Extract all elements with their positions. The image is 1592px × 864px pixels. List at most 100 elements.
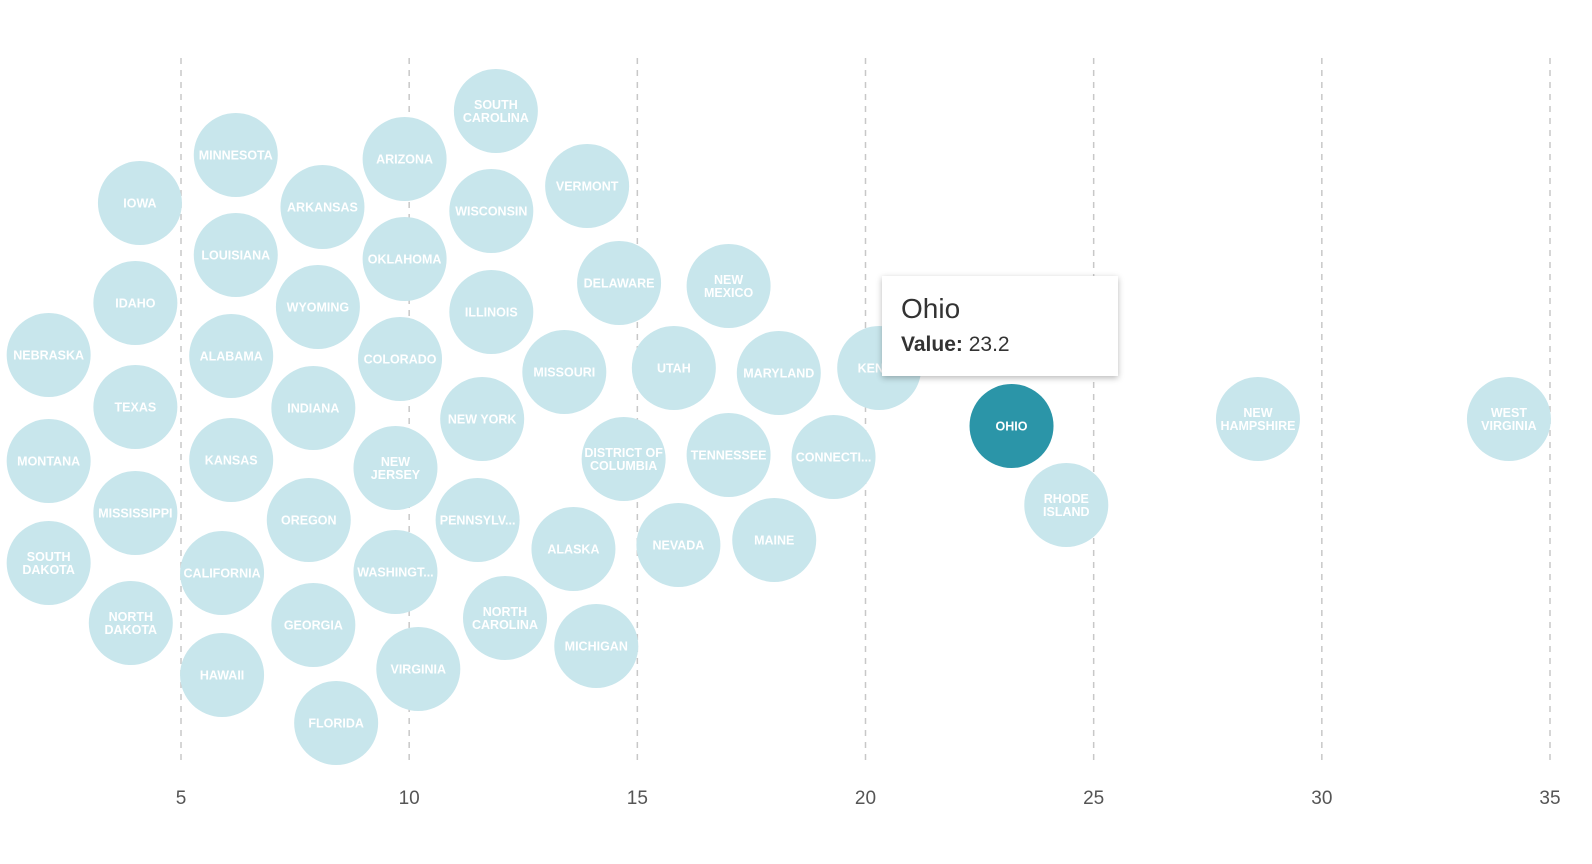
bubble-wisconsin[interactable]: WISCONSIN: [449, 169, 534, 253]
bubble-minnesota[interactable]: MINNESOTA: [193, 113, 278, 197]
bubble-circle[interactable]: [189, 314, 274, 398]
bubble-circle[interactable]: [6, 313, 91, 397]
bubble-circle[interactable]: [736, 331, 821, 415]
bubble-circle[interactable]: [545, 144, 630, 228]
bubble-circle[interactable]: [449, 270, 534, 354]
bubble-wyoming[interactable]: WYOMING: [275, 265, 360, 349]
bubble-circle[interactable]: [449, 169, 534, 253]
bubble-missouri[interactable]: MISSOURI: [522, 330, 607, 414]
bubble-circle[interactable]: [791, 415, 876, 499]
bubble-maine[interactable]: MAINE: [732, 498, 817, 582]
bubble-circle[interactable]: [435, 478, 520, 562]
bubble-circle[interactable]: [686, 244, 771, 328]
bubble-iowa[interactable]: IOWA: [97, 161, 182, 245]
bubble-circle[interactable]: [271, 366, 356, 450]
bubble-circle[interactable]: [193, 213, 278, 297]
bubble-texas[interactable]: TEXAS: [93, 365, 178, 449]
bubble-idaho[interactable]: IDAHO: [93, 261, 178, 345]
bubble-circle[interactable]: [189, 418, 274, 502]
bubble-circle[interactable]: [275, 265, 360, 349]
bubble-circle[interactable]: [686, 413, 771, 497]
bubble-oregon[interactable]: OREGON: [266, 478, 351, 562]
bubble-montana[interactable]: MONTANA: [6, 419, 91, 503]
bubble-delaware[interactable]: DELAWARE: [577, 241, 662, 325]
bubble-circle[interactable]: [294, 681, 379, 765]
bubble-circle[interactable]: [1024, 463, 1109, 547]
bubble-circle[interactable]: [631, 326, 716, 410]
bubble-new-york[interactable]: NEW YORK: [440, 377, 525, 461]
bubble-tennessee[interactable]: TENNESSEE: [686, 413, 771, 497]
bubble-circle[interactable]: [554, 604, 639, 688]
bubble-circle[interactable]: [636, 503, 721, 587]
bubble-circle[interactable]: [969, 384, 1054, 468]
bubble-circle[interactable]: [353, 530, 438, 614]
bubble-circle[interactable]: [581, 417, 666, 501]
bubble-circle[interactable]: [93, 261, 178, 345]
bubble-circle[interactable]: [440, 377, 525, 461]
bubble-circle[interactable]: [280, 165, 365, 249]
bubble-circle[interactable]: [6, 521, 91, 605]
bubble-circle[interactable]: [88, 581, 173, 665]
bubble-nevada[interactable]: NEVADA: [636, 503, 721, 587]
bubble-michigan[interactable]: MICHIGAN: [554, 604, 639, 688]
bubble-mississippi[interactable]: MISSISSIPPI: [93, 471, 178, 555]
bubble-circle[interactable]: [93, 471, 178, 555]
bubble-nebraska[interactable]: NEBRASKA: [6, 313, 91, 397]
bubble-kansas[interactable]: KANSAS: [189, 418, 274, 502]
bubble-oklahoma[interactable]: OKLAHOMA: [362, 217, 447, 301]
bubble-circle[interactable]: [358, 317, 443, 401]
bubble-label: DAKOTA: [22, 563, 75, 577]
bubble-georgia[interactable]: GEORGIA: [271, 583, 356, 667]
bubble-colorado[interactable]: COLORADO: [358, 317, 443, 401]
bubble-circle[interactable]: [732, 498, 817, 582]
bubble-vermont[interactable]: VERMONT: [545, 144, 630, 228]
bubble-circle[interactable]: [353, 426, 438, 510]
bubble-circle[interactable]: [93, 365, 178, 449]
bubble-circle[interactable]: [6, 419, 91, 503]
bubble-circle[interactable]: [271, 583, 356, 667]
bubble-pennsylvania[interactable]: PENNSYLV...: [435, 478, 520, 562]
bubble-circle[interactable]: [1215, 377, 1300, 461]
bubble-ohio[interactable]: OHIO: [969, 384, 1054, 468]
bubble-connecticut[interactable]: CONNECTI...: [791, 415, 876, 499]
bubble-circle[interactable]: [97, 161, 182, 245]
bubble-circle[interactable]: [462, 576, 547, 660]
bubble-circle[interactable]: [180, 531, 265, 615]
bubble-maryland[interactable]: MARYLAND: [736, 331, 821, 415]
bubble-circle[interactable]: [193, 113, 278, 197]
bubble-alabama[interactable]: ALABAMA: [189, 314, 274, 398]
bubble-circle[interactable]: [1466, 377, 1551, 461]
bubble-arkansas[interactable]: ARKANSAS: [280, 165, 365, 249]
bubble-circle[interactable]: [362, 217, 447, 301]
bubble-hawaii[interactable]: HAWAII: [180, 633, 265, 717]
bubble-circle[interactable]: [522, 330, 607, 414]
bubble-arizona[interactable]: ARIZONA: [362, 117, 447, 201]
bubble-circle[interactable]: [376, 627, 461, 711]
bubble-louisiana[interactable]: LOUISIANA: [193, 213, 278, 297]
bubble-circle[interactable]: [180, 633, 265, 717]
bubble-washington[interactable]: WASHINGT...: [353, 530, 438, 614]
bubble-indiana[interactable]: INDIANA: [271, 366, 356, 450]
bubble-florida[interactable]: FLORIDA: [294, 681, 379, 765]
bubble-alaska[interactable]: ALASKA: [531, 507, 616, 591]
bubble-california[interactable]: CALIFORNIA: [180, 531, 265, 615]
bubble-virginia[interactable]: VIRGINIA: [376, 627, 461, 711]
bubble-circle[interactable]: [362, 117, 447, 201]
bubble-circle[interactable]: [266, 478, 351, 562]
bubble-utah[interactable]: UTAH: [631, 326, 716, 410]
bubble-circle[interactable]: [453, 69, 538, 153]
bubble-illinois[interactable]: ILLINOIS: [449, 270, 534, 354]
bubble-circle[interactable]: [531, 507, 616, 591]
bubble-circle[interactable]: [577, 241, 662, 325]
